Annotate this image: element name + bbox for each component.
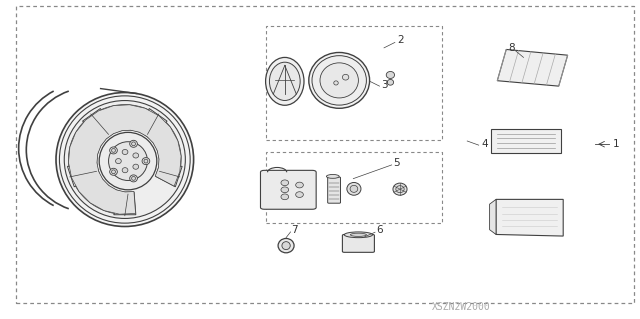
FancyBboxPatch shape <box>260 170 316 209</box>
Ellipse shape <box>99 132 157 190</box>
Ellipse shape <box>281 187 289 193</box>
Ellipse shape <box>142 158 150 165</box>
Ellipse shape <box>132 176 136 180</box>
Ellipse shape <box>130 175 138 182</box>
Ellipse shape <box>133 153 139 158</box>
Ellipse shape <box>109 147 117 154</box>
Polygon shape <box>496 199 563 236</box>
Polygon shape <box>67 165 100 187</box>
Bar <box>266 26 442 140</box>
Polygon shape <box>114 192 136 215</box>
Ellipse shape <box>266 57 304 105</box>
Ellipse shape <box>109 168 117 175</box>
Ellipse shape <box>281 180 289 186</box>
Ellipse shape <box>386 71 394 78</box>
Polygon shape <box>83 108 115 139</box>
Polygon shape <box>68 105 181 214</box>
Text: 1: 1 <box>613 139 620 149</box>
Ellipse shape <box>344 232 372 238</box>
Ellipse shape <box>351 233 367 236</box>
Text: 8: 8 <box>509 43 515 54</box>
Polygon shape <box>497 49 568 86</box>
Polygon shape <box>141 108 167 139</box>
Ellipse shape <box>132 142 136 146</box>
Text: 2: 2 <box>397 35 404 45</box>
Ellipse shape <box>64 100 186 219</box>
Ellipse shape <box>396 186 404 193</box>
Ellipse shape <box>312 56 367 105</box>
Ellipse shape <box>133 164 139 169</box>
Polygon shape <box>151 122 181 166</box>
Ellipse shape <box>60 96 190 223</box>
Ellipse shape <box>309 53 370 108</box>
Polygon shape <box>491 129 561 153</box>
Ellipse shape <box>111 170 115 174</box>
Ellipse shape <box>387 79 394 85</box>
Ellipse shape <box>122 149 128 154</box>
Polygon shape <box>156 165 182 187</box>
Ellipse shape <box>269 62 300 100</box>
Ellipse shape <box>320 63 358 98</box>
Ellipse shape <box>350 185 358 192</box>
Text: XSZN2W2000: XSZN2W2000 <box>431 302 490 312</box>
Ellipse shape <box>144 159 148 163</box>
Ellipse shape <box>296 182 303 188</box>
Ellipse shape <box>56 93 194 226</box>
Ellipse shape <box>393 183 407 195</box>
FancyBboxPatch shape <box>342 234 374 252</box>
Ellipse shape <box>347 182 361 195</box>
Ellipse shape <box>342 74 349 80</box>
Text: 6: 6 <box>376 225 383 235</box>
Ellipse shape <box>278 239 294 253</box>
Polygon shape <box>101 105 148 133</box>
Ellipse shape <box>282 242 291 249</box>
Ellipse shape <box>281 194 289 200</box>
FancyBboxPatch shape <box>328 177 340 203</box>
Bar <box>266 152 442 223</box>
Text: 7: 7 <box>291 225 298 235</box>
Ellipse shape <box>111 148 115 152</box>
Polygon shape <box>76 176 122 213</box>
Ellipse shape <box>334 81 339 85</box>
Text: 4: 4 <box>481 139 488 149</box>
Ellipse shape <box>109 142 147 181</box>
Ellipse shape <box>326 174 339 178</box>
Ellipse shape <box>296 192 303 197</box>
Ellipse shape <box>115 159 122 164</box>
Text: 5: 5 <box>394 158 400 168</box>
Text: 3: 3 <box>381 79 388 90</box>
Ellipse shape <box>122 168 128 173</box>
Ellipse shape <box>130 140 138 147</box>
Polygon shape <box>490 199 496 234</box>
Polygon shape <box>68 122 105 166</box>
